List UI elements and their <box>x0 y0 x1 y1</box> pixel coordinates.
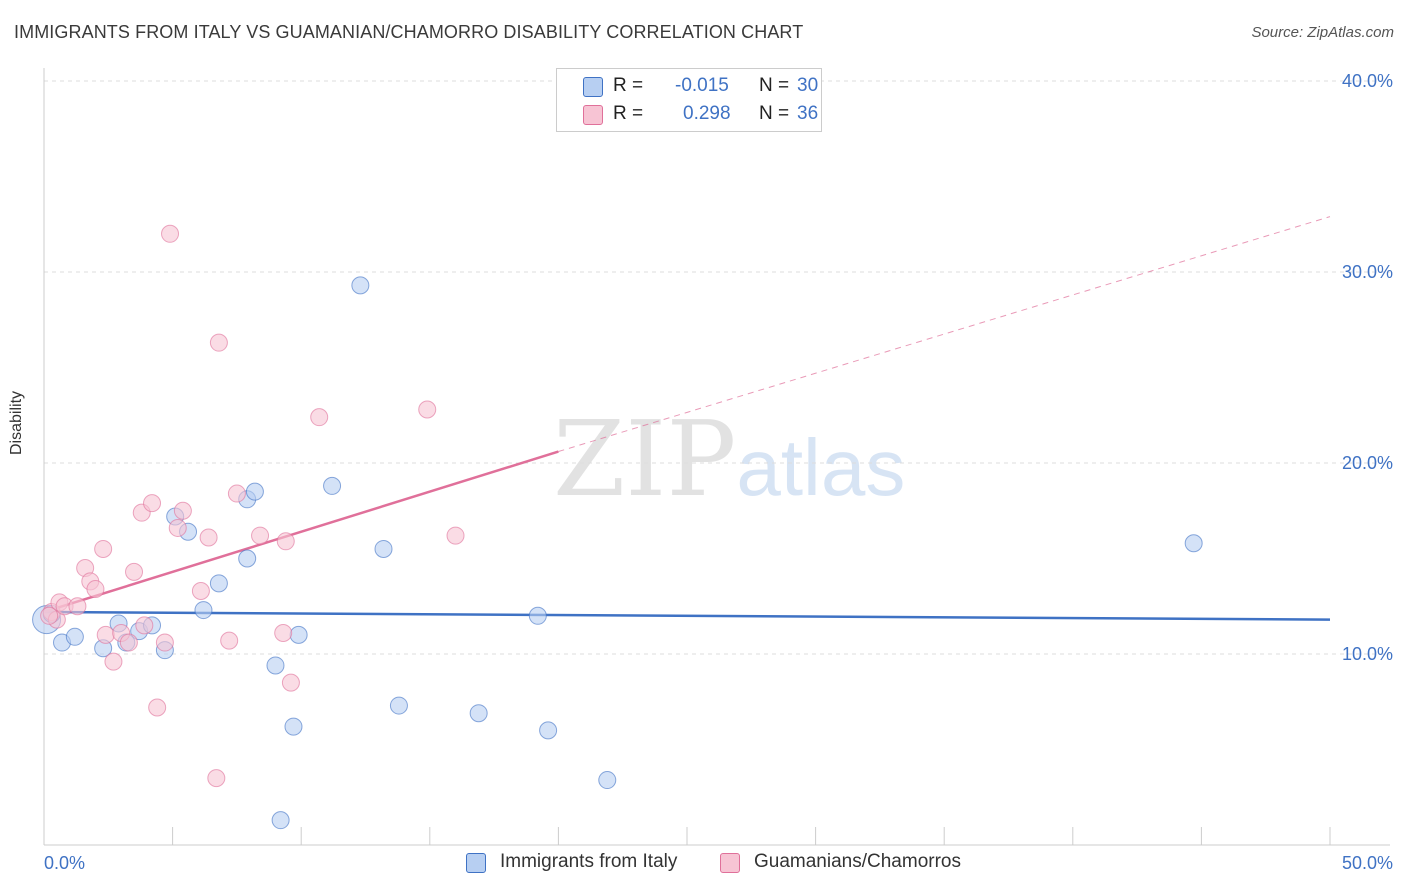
bottom-legend-label-guam: Guamanians/Chamorros <box>754 851 961 872</box>
point-guam <box>155 633 174 652</box>
point-italy <box>539 721 558 740</box>
tick-labels: 10.0% 20.0% 30.0% 40.0% 0.0% 50.0% <box>44 71 1393 873</box>
point-guam <box>96 625 115 644</box>
legend-n-label: N = <box>759 103 790 124</box>
bottom-legend-swatch-blue <box>466 853 486 873</box>
y-tick-label: 30.0% <box>1342 262 1393 282</box>
point-italy <box>528 606 547 625</box>
point-guam <box>125 562 144 581</box>
point-guam <box>40 606 59 625</box>
point-guam <box>168 518 187 537</box>
source-label: Source: ZipAtlas.com <box>1251 24 1394 41</box>
point-guam <box>446 526 465 545</box>
watermark-atlas: atlas <box>736 423 906 512</box>
point-guam <box>173 501 192 520</box>
point-guam <box>94 539 113 558</box>
point-guam <box>220 631 239 650</box>
legend-n-value: 36 <box>797 103 819 124</box>
legend-n-label: N = <box>759 75 790 96</box>
legend-swatch-blue <box>583 77 603 97</box>
point-italy <box>389 696 408 715</box>
y-tick-label: 40.0% <box>1342 71 1393 91</box>
point-italy <box>65 627 84 646</box>
y-tick-label: 20.0% <box>1342 453 1393 473</box>
x-tick-label: 50.0% <box>1342 853 1393 873</box>
axes <box>43 68 1390 846</box>
point-guam <box>143 494 162 513</box>
point-guam <box>148 698 167 717</box>
point-guam <box>209 333 228 352</box>
data-points <box>32 224 1203 830</box>
legend-n-value: 30 <box>797 75 819 96</box>
point-guam <box>418 400 437 419</box>
trend-line-guam <box>43 450 559 614</box>
watermark-zip: ZIP <box>553 398 737 520</box>
point-guam <box>274 623 293 642</box>
point-italy <box>271 811 290 830</box>
point-italy <box>238 549 257 568</box>
point-italy <box>598 771 617 790</box>
point-guam <box>104 652 123 671</box>
chart-title: IMMIGRANTS FROM ITALY VS GUAMANIAN/CHAMO… <box>14 22 804 42</box>
x-tick-label: 0.0% <box>44 853 85 873</box>
point-italy <box>266 656 285 675</box>
y-tick-label: 10.0% <box>1342 644 1393 664</box>
point-italy <box>284 717 303 736</box>
point-guam <box>68 597 87 616</box>
watermark: ZIPatlas <box>553 398 905 520</box>
legend-swatch-pink <box>583 105 603 125</box>
point-italy <box>289 625 308 644</box>
bottom-legend-swatch-pink <box>720 853 740 873</box>
point-guam <box>251 526 270 545</box>
point-guam <box>199 528 218 547</box>
trend-line-extension-guam <box>558 216 1331 453</box>
point-italy <box>323 476 342 495</box>
point-guam <box>135 616 154 635</box>
legend-r-label: R = <box>613 75 644 96</box>
point-italy <box>351 276 370 295</box>
trend-lines <box>43 216 1331 621</box>
point-guam <box>161 224 180 243</box>
point-italy <box>469 704 488 723</box>
point-guam <box>191 581 210 600</box>
point-guam <box>227 484 246 503</box>
point-guam <box>276 532 295 551</box>
legend-r-label: R = <box>613 103 644 124</box>
point-guam <box>281 673 300 692</box>
point-guam <box>310 408 329 427</box>
bottom-legend-label-italy: Immigrants from Italy <box>500 851 678 872</box>
point-guam <box>207 769 226 788</box>
point-guam <box>119 633 138 652</box>
point-italy <box>209 574 228 593</box>
grid-lines <box>44 80 1390 655</box>
bottom-legend-guam: Guamanians/Chamorros <box>720 851 980 875</box>
point-italy <box>245 482 264 501</box>
legend-r-value: -0.015 <box>675 75 729 96</box>
point-italy <box>374 539 393 558</box>
legend: R = -0.015 N = 30 R = 0.298 N = 36 <box>556 68 822 132</box>
trend-line-italy <box>43 610 1331 621</box>
point-italy <box>194 601 213 620</box>
legend-r-value: 0.298 <box>683 103 731 124</box>
bottom-legend-italy: Immigrants from Italy <box>466 851 696 875</box>
point-italy <box>1184 534 1203 553</box>
point-guam <box>86 580 105 599</box>
